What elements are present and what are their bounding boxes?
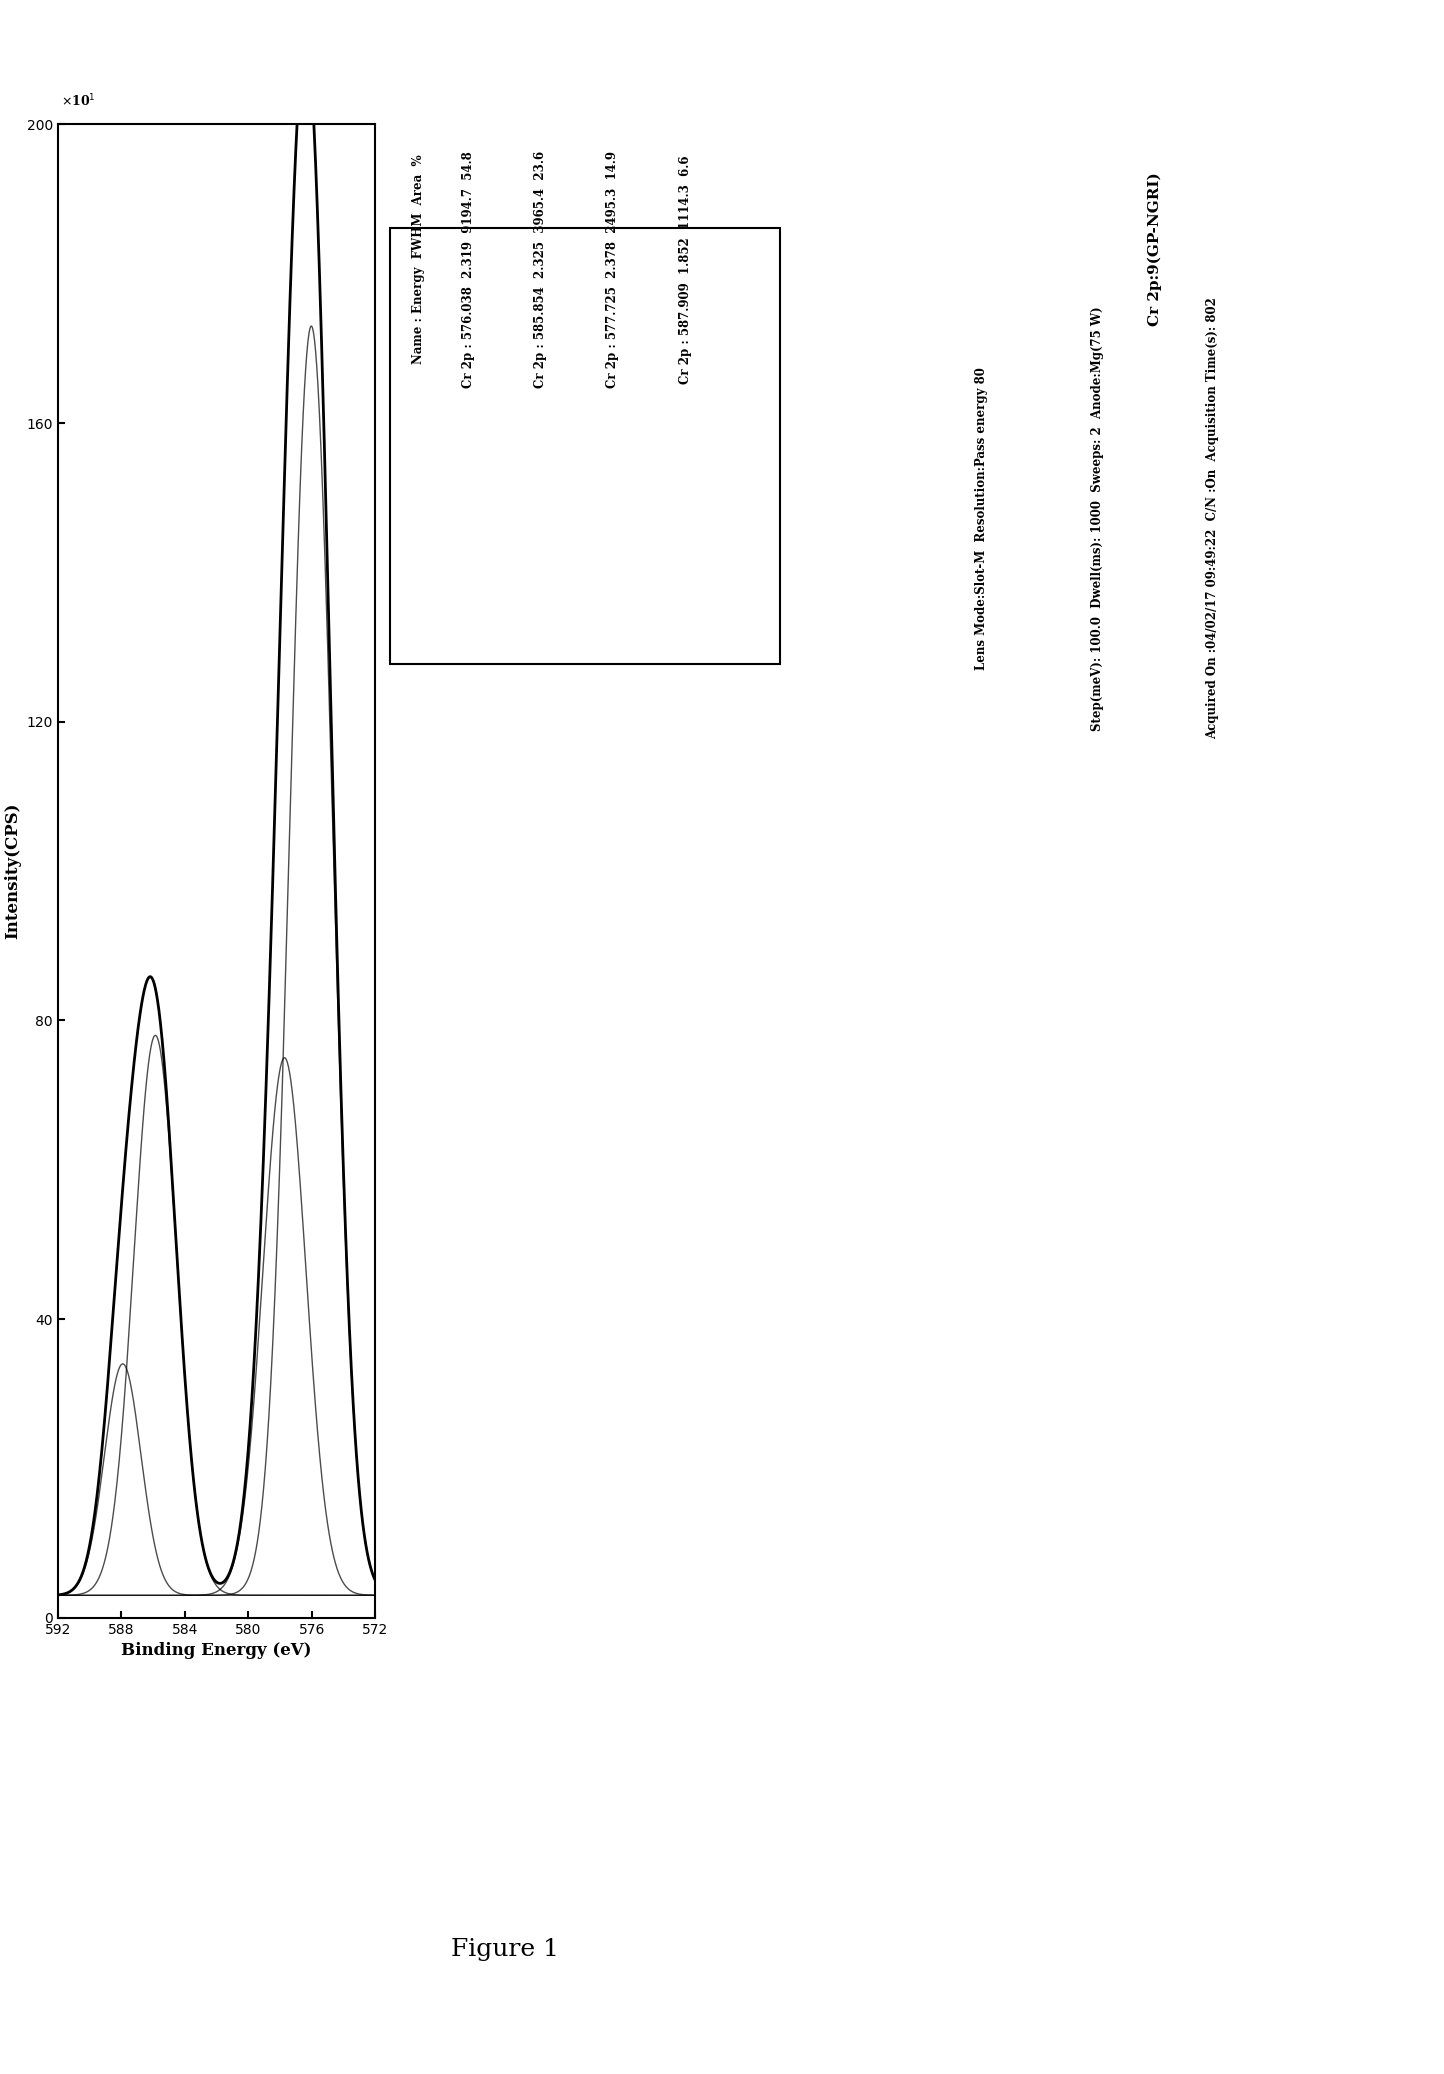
X-axis label: Binding Energy (eV): Binding Energy (eV) <box>121 1643 312 1659</box>
Text: Step(meV): 100.0  Dwell(ms): 1000  Sweeps: 2  Anode:Mg(75 W): Step(meV): 100.0 Dwell(ms): 1000 Sweeps:… <box>1090 307 1105 730</box>
Y-axis label: Intensity(CPS): Intensity(CPS) <box>4 803 20 940</box>
Text: Figure 1: Figure 1 <box>452 1937 559 1962</box>
Text: Cr 2p : 585.854  2.325  3965.4  23.6: Cr 2p : 585.854 2.325 3965.4 23.6 <box>534 151 547 388</box>
Text: Cr 2p : 587.909  1.852  1114.3  6.6: Cr 2p : 587.909 1.852 1114.3 6.6 <box>679 156 692 384</box>
Text: Cr 2p:9(GP-NGRI): Cr 2p:9(GP-NGRI) <box>1148 172 1162 326</box>
Text: $\times$10$^{1}$: $\times$10$^{1}$ <box>61 93 95 110</box>
Text: Cr 2p : 576.038  2.319  9194.7  54.8: Cr 2p : 576.038 2.319 9194.7 54.8 <box>462 151 475 388</box>
Text: Acquired On :04/02/17 09:49:22  C/N :On  Acquisition Time(s): 802: Acquired On :04/02/17 09:49:22 C/N :On A… <box>1206 297 1220 740</box>
Text: Name : Energy  FWHM  Area  %: Name : Energy FWHM Area % <box>412 153 425 365</box>
Text: Lens Mode:Slot-M  Resolution:Pass energy 80: Lens Mode:Slot-M Resolution:Pass energy … <box>975 367 989 670</box>
Text: Cr 2p : 577.725  2.378  2495.3  14.9: Cr 2p : 577.725 2.378 2495.3 14.9 <box>606 151 619 388</box>
